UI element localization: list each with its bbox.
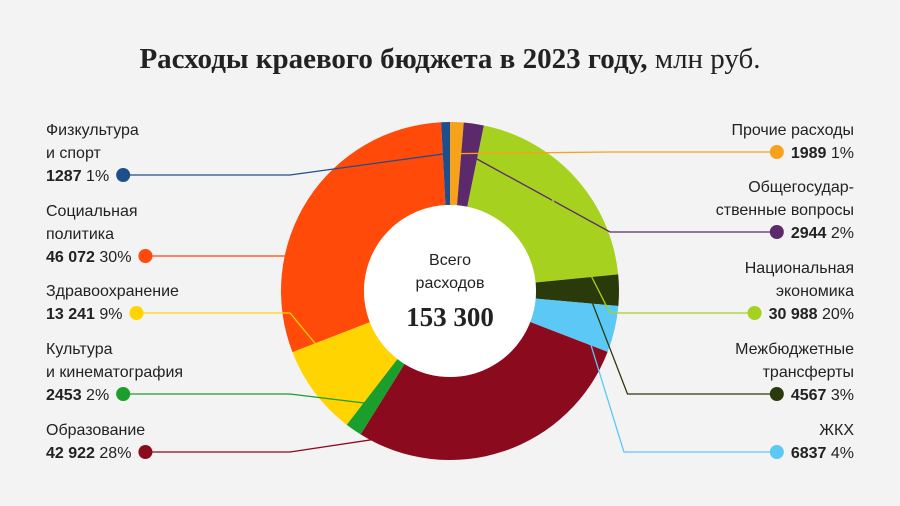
title-main: Расходы краевого бюджета в 2023 году, xyxy=(139,43,647,75)
share-label: 1% xyxy=(86,168,109,185)
center-circle xyxy=(364,205,536,377)
share-label: 1% xyxy=(831,145,854,162)
total-label: 153 300 xyxy=(406,302,494,332)
value-label: 2944 xyxy=(791,225,827,242)
legend-dot xyxy=(116,168,131,182)
value-label: 1989 xyxy=(791,145,827,162)
share-label: 28% xyxy=(99,445,131,462)
legend-name: экономика xyxy=(776,283,854,300)
legend-dot xyxy=(138,445,153,459)
legend-name: Культура xyxy=(46,341,113,358)
slice xyxy=(360,322,608,461)
chart-title: Расходы краевого бюджета в 2023 году, мл… xyxy=(139,43,760,75)
value-row: 46 072 30% xyxy=(46,249,131,266)
share-label: 20% xyxy=(822,306,854,323)
slice xyxy=(346,359,405,435)
value-label: 6837 xyxy=(791,445,827,462)
value-label: 42 922 xyxy=(46,445,95,462)
value-row: 4567 3% xyxy=(791,387,854,404)
value-row: 2944 2% xyxy=(791,225,854,242)
legend-dot xyxy=(747,306,762,320)
leader-line xyxy=(469,154,777,233)
center-label: расходов xyxy=(416,275,485,292)
legend-name: Национальная xyxy=(745,260,854,277)
leader-line xyxy=(145,420,494,453)
legend-dot xyxy=(769,145,784,159)
share-label: 3% xyxy=(831,387,854,404)
legend-name: Физкультура xyxy=(46,122,139,139)
slice xyxy=(441,122,450,206)
legend-name: Здравоохранение xyxy=(46,283,179,300)
legend-name: политика xyxy=(46,226,114,243)
slice xyxy=(535,274,619,306)
leader-line xyxy=(136,312,341,374)
legend-name: и кинематография xyxy=(46,364,183,381)
share-label: 2% xyxy=(86,387,109,404)
slice xyxy=(281,122,446,353)
value-label: 13 241 xyxy=(46,306,95,323)
value-label: 1287 xyxy=(46,168,82,185)
value-label: 2453 xyxy=(46,387,82,404)
legend-name: и спорт xyxy=(46,145,101,162)
slice xyxy=(450,122,464,206)
value-row: 2453 2% xyxy=(46,387,109,404)
value-row: 1989 1% xyxy=(791,145,854,162)
share-label: 30% xyxy=(99,249,131,266)
legend-name: ственные вопросы xyxy=(716,202,854,219)
legend-name: трансферты xyxy=(763,364,854,381)
slice xyxy=(457,122,484,207)
leader-line xyxy=(123,393,372,405)
legend-name: ЖКХ xyxy=(819,422,854,439)
share-label: 9% xyxy=(99,306,122,323)
value-row: 42 922 28% xyxy=(46,445,131,462)
center-label: Всего xyxy=(429,252,471,269)
legend-dot xyxy=(769,225,784,239)
leader-line xyxy=(145,215,335,257)
title-unit: млн руб. xyxy=(655,43,761,75)
value-row: 1287 1% xyxy=(46,168,109,185)
legend-dot xyxy=(769,445,784,459)
legend-name: Прочие расходы xyxy=(731,122,854,139)
leader-line xyxy=(586,290,777,395)
legend-dot xyxy=(116,387,131,401)
legend-dot xyxy=(138,249,153,263)
share-label: 4% xyxy=(831,445,854,462)
value-label: 46 072 xyxy=(46,249,95,266)
leader-line xyxy=(123,152,447,176)
value-label: 30 988 xyxy=(769,306,818,323)
value-label: 4567 xyxy=(791,387,827,404)
legend-dot xyxy=(769,387,784,401)
legend-name: Социальная xyxy=(46,203,138,220)
legend-name: Образование xyxy=(46,422,145,439)
value-row: 13 241 9% xyxy=(46,306,123,323)
leader-line xyxy=(455,151,777,155)
value-row: 6837 4% xyxy=(791,445,854,462)
legend-name: Межбюджетные xyxy=(735,341,854,358)
share-label: 2% xyxy=(831,225,854,242)
slice xyxy=(467,125,619,283)
leader-line xyxy=(551,198,755,314)
legend-name: Общегосудар- xyxy=(748,179,854,196)
legend-dot xyxy=(129,306,144,320)
leader-line xyxy=(583,321,777,453)
value-row: 30 988 20% xyxy=(769,306,854,323)
